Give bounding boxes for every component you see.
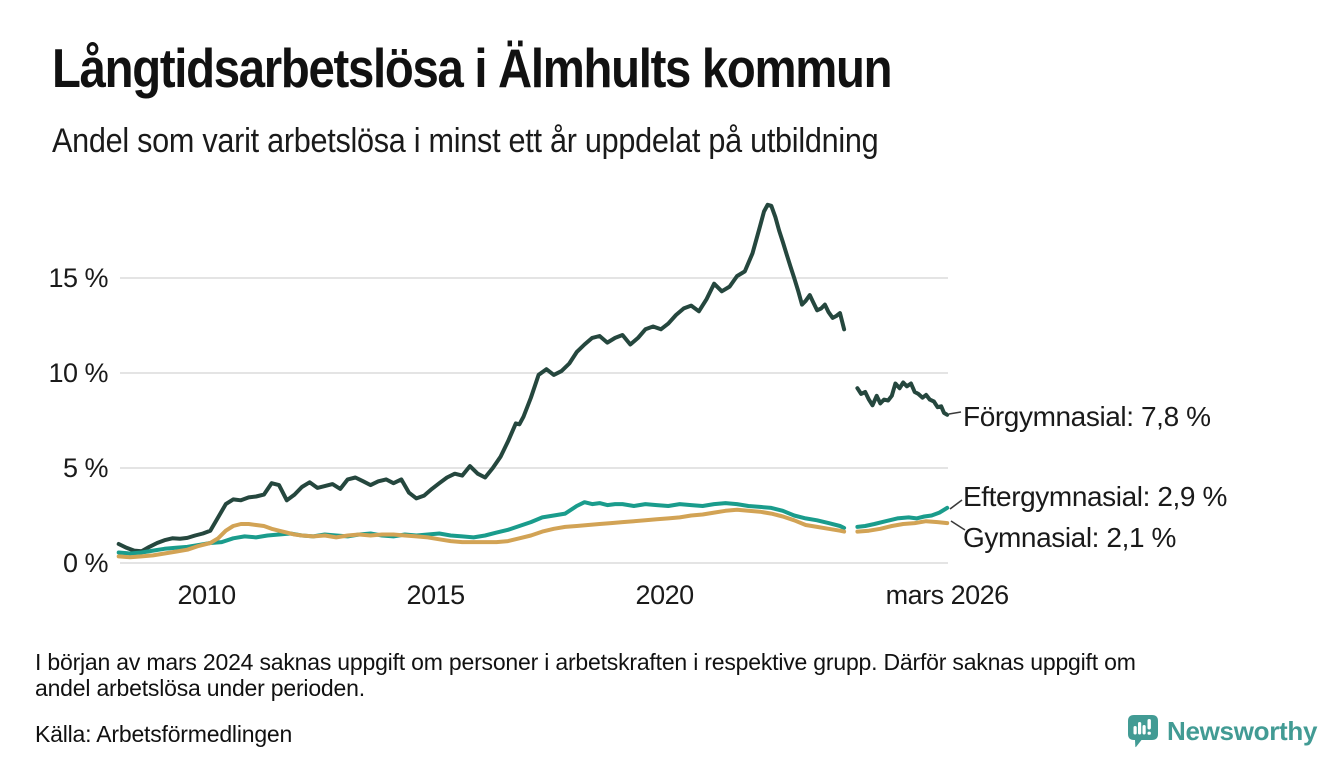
series-line-eftergymnasial	[855, 505, 950, 529]
series-end-label-forgymnasial: Förgymnasial: 7,8 %	[963, 401, 1211, 432]
y-axis-tick-15: 15 %	[48, 263, 108, 293]
newsworthy-logo-text: Newsworthy	[1167, 716, 1318, 746]
page-title: Långtidsarbetslösa i Älmhults kommun	[52, 37, 893, 99]
chart-subtitle: Andel som varit arbetslösa i minst ett å…	[52, 122, 879, 160]
footnote-line-2: andel arbetslösa under perioden.	[35, 675, 365, 701]
x-axis-tick-mars-2026: mars 2026	[885, 580, 1010, 610]
x-axis-tick-2020: 2020	[635, 580, 695, 610]
series-line-förgymnasial	[855, 380, 950, 417]
leader-line-gymnasial	[950, 520, 966, 531]
series-line-gymnasial	[116, 507, 847, 560]
source-note: Källa: Arbetsförmedlingen	[35, 721, 293, 747]
chart-footnote: I början av mars 2024 saknas uppgift om …	[35, 649, 1136, 701]
newsworthy-logo: Newsworthy	[1126, 713, 1317, 750]
newsworthy-logo-icon	[1128, 715, 1158, 748]
leader-line-forgymnasial	[948, 411, 962, 415]
series-line-gymnasial	[855, 519, 950, 534]
series-line-eftergymnasial	[116, 500, 847, 556]
footnote-line-1: I början av mars 2024 saknas uppgift om …	[35, 649, 1136, 675]
x-axis-tick-2015: 2015	[406, 580, 466, 610]
series-end-label-gymnasial: Gymnasial: 2,1 %	[963, 522, 1177, 553]
x-axis-tick-2010: 2010	[177, 580, 237, 610]
y-axis-tick-5: 5 %	[62, 453, 109, 483]
series-line-förgymnasial	[116, 202, 847, 554]
y-axis-tick-10: 10 %	[48, 358, 108, 388]
leader-line-eftergymnasial	[949, 499, 963, 510]
y-axis-tick-0: 0 %	[62, 548, 109, 578]
series-end-label-eftergymnasial: Eftergymnasial: 2,9 %	[963, 481, 1227, 512]
